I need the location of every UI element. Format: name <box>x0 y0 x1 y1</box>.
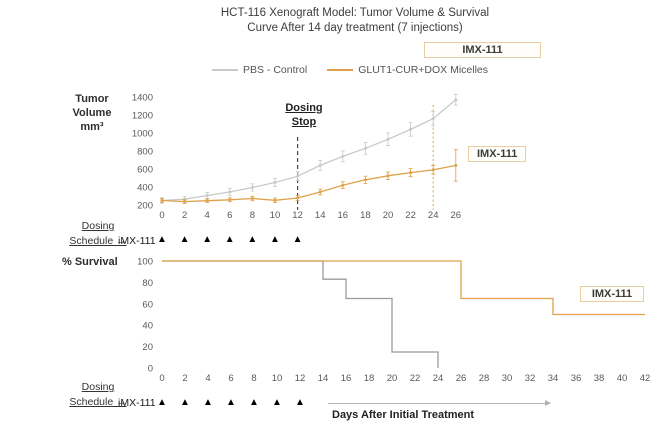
dosing-schedule-bottom-line1: Dosing <box>81 381 115 393</box>
chart-title: HCT-116 Xenograft Model: Tumor Volume & … <box>50 6 660 36</box>
dosing-schedule-top-line2: Schedule → <box>69 235 127 247</box>
svg-text:6: 6 <box>228 373 233 384</box>
svg-text:400: 400 <box>137 183 153 194</box>
dose-triangle-icon: ▲ <box>272 397 282 408</box>
dose-triangle-icon: ▲ <box>157 397 167 408</box>
svg-text:16: 16 <box>338 210 349 221</box>
dose-triangle-icon: ▲ <box>202 234 213 245</box>
tumor-y-axis-label: Tumor Volume mm³ <box>62 92 122 134</box>
svg-text:34: 34 <box>548 373 559 384</box>
svg-text:2: 2 <box>182 210 187 221</box>
dosing-drug-label-top: iMX-111 <box>118 235 156 247</box>
svg-text:20: 20 <box>383 210 394 221</box>
svg-text:8: 8 <box>251 373 256 384</box>
svg-text:24: 24 <box>428 210 439 221</box>
svg-text:20: 20 <box>142 342 153 353</box>
svg-text:12: 12 <box>292 210 303 221</box>
legend-item-micelles: GLUT1-CUR+DOX Micelles <box>327 64 488 76</box>
dosing-schedule-label-bottom: Dosing Schedule → <box>60 380 136 410</box>
svg-text:0: 0 <box>159 373 164 384</box>
svg-text:1000: 1000 <box>132 129 153 140</box>
svg-text:200: 200 <box>137 201 153 212</box>
svg-text:4: 4 <box>205 210 210 221</box>
dose-triangle-icon: ▲ <box>295 397 305 408</box>
svg-text:38: 38 <box>594 373 605 384</box>
dosing-triangles-bottom: ▲ ▲ ▲ ▲ ▲ ▲ ▲ <box>0 397 670 411</box>
svg-text:26: 26 <box>456 373 467 384</box>
svg-text:30: 30 <box>502 373 513 384</box>
svg-text:8: 8 <box>250 210 255 221</box>
dose-triangle-icon: ▲ <box>270 234 280 245</box>
svg-text:12: 12 <box>295 373 306 384</box>
svg-text:14: 14 <box>315 210 326 221</box>
svg-text:600: 600 <box>137 165 153 176</box>
dosing-drug-label-bottom: iMX-111 <box>118 397 156 409</box>
svg-text:0: 0 <box>148 364 153 375</box>
legend-label-pbs: PBS - Control <box>242 64 308 76</box>
dose-triangle-icon: ▲ <box>224 234 235 245</box>
survival-y-axis-label: % Survival <box>62 256 118 268</box>
imx-annotation-tumor: IMX-111 <box>468 146 527 162</box>
chart-title-line2: Curve After 14 day treatment (7 injectio… <box>247 22 463 34</box>
svg-text:10: 10 <box>272 373 283 384</box>
svg-text:42: 42 <box>640 373 651 384</box>
treatment-label-box: IMX-111 <box>424 42 541 58</box>
svg-text:26: 26 <box>451 210 462 221</box>
tumor-y-axis-label-line1: Tumor <box>75 93 109 105</box>
svg-text:32: 32 <box>525 373 536 384</box>
svg-text:20: 20 <box>387 373 398 384</box>
svg-text:36: 36 <box>571 373 582 384</box>
micelles-line-swatch <box>327 69 354 71</box>
pbs-line-swatch <box>211 69 238 71</box>
svg-text:14: 14 <box>318 373 329 384</box>
dosing-stop-line2: Stop <box>291 116 317 128</box>
dosing-schedule-label-top: Dosing Schedule → <box>60 219 136 249</box>
legend: PBS - Control GLUT1-CUR+DOX Micelles <box>150 64 550 76</box>
tumor-y-axis-label-line3: mm³ <box>80 121 104 133</box>
dosing-schedule-top-line1: Dosing <box>81 220 115 232</box>
tumor-y-axis-label-line2: Volume <box>72 107 112 119</box>
svg-text:24: 24 <box>433 373 444 384</box>
dose-triangle-icon: ▲ <box>247 234 258 245</box>
svg-text:28: 28 <box>479 373 490 384</box>
svg-text:18: 18 <box>360 210 371 221</box>
dose-triangle-icon: ▲ <box>226 397 236 408</box>
svg-text:80: 80 <box>142 278 153 289</box>
svg-text:22: 22 <box>405 210 416 221</box>
svg-text:1400: 1400 <box>132 93 153 104</box>
svg-text:18: 18 <box>364 373 375 384</box>
x-axis-direction-arrow-icon <box>328 400 551 406</box>
svg-text:22: 22 <box>410 373 421 384</box>
dose-triangle-icon: ▲ <box>157 234 167 245</box>
svg-text:10: 10 <box>270 210 281 221</box>
svg-text:40: 40 <box>617 373 628 384</box>
svg-text:16: 16 <box>341 373 352 384</box>
dose-triangle-icon: ▲ <box>292 234 303 245</box>
dose-triangle-icon: ▲ <box>179 234 190 245</box>
svg-text:1200: 1200 <box>132 111 153 122</box>
svg-text:60: 60 <box>142 299 153 310</box>
imx-annotation-survival: IMX-111 <box>580 286 644 302</box>
dose-triangle-icon: ▲ <box>180 397 190 408</box>
dosing-stop-annotation: Dosing Stop <box>278 101 330 129</box>
svg-text:2: 2 <box>182 373 187 384</box>
dosing-schedule-bottom-line2: Schedule → <box>69 396 127 408</box>
dosing-triangles-top: ▲ ▲ ▲ ▲ ▲ ▲ ▲ <box>0 234 670 248</box>
svg-text:0: 0 <box>159 210 164 221</box>
dose-triangle-icon: ▲ <box>249 397 259 408</box>
svg-text:800: 800 <box>137 147 153 158</box>
svg-text:100: 100 <box>137 257 153 268</box>
dose-triangle-icon: ▲ <box>203 397 213 408</box>
dosing-stop-line1: Dosing <box>285 102 323 114</box>
svg-text:40: 40 <box>142 321 153 332</box>
svg-text:4: 4 <box>205 373 210 384</box>
legend-item-pbs: PBS - Control <box>211 64 308 76</box>
legend-label-micelles: GLUT1-CUR+DOX Micelles <box>358 64 489 76</box>
days-axis-label: Days After Initial Treatment <box>332 409 475 421</box>
chart-title-line1: HCT-116 Xenograft Model: Tumor Volume & … <box>220 7 490 19</box>
svg-text:6: 6 <box>227 210 232 221</box>
